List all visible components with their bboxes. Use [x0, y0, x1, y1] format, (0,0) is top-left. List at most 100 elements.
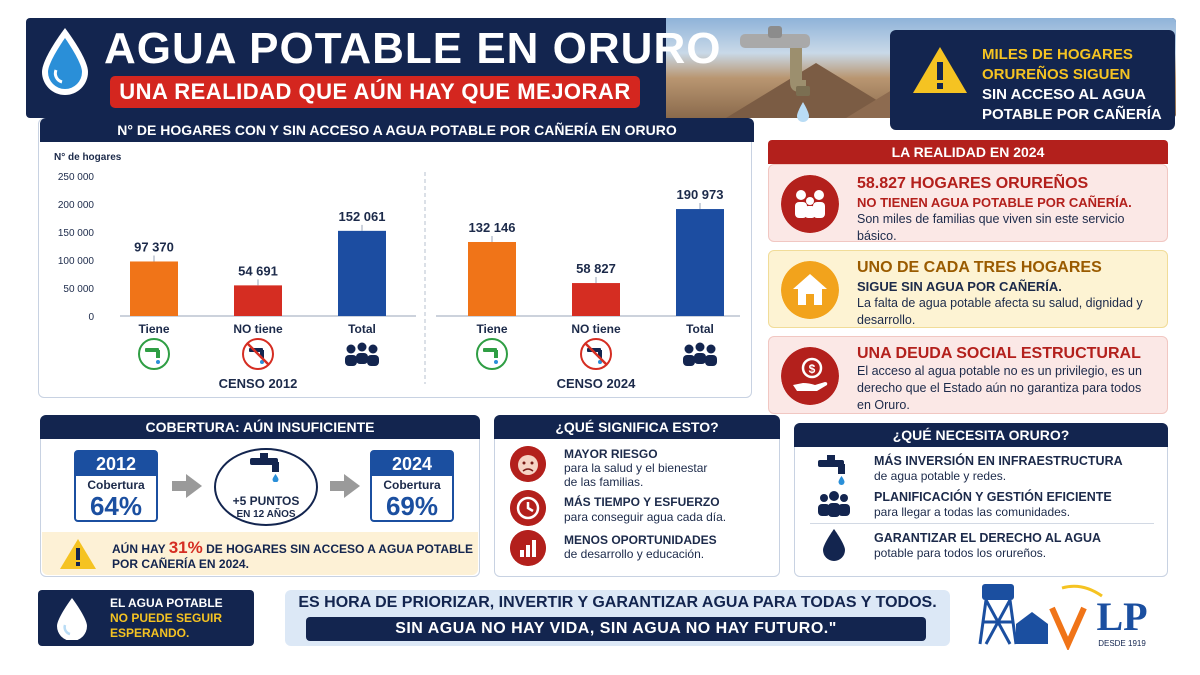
meaning-item-text: para la salud y el bienestar [564, 461, 708, 475]
faucet-check-icon [156, 360, 160, 364]
people-icon [684, 344, 694, 354]
card-title: UNO DE CADA TRES HOGARES [857, 259, 1102, 276]
faucet-check-icon [483, 348, 497, 352]
category-label: Total [348, 322, 376, 336]
y-tick-label: 50 000 [63, 284, 94, 295]
meaning-item-title: MAYOR RIESGO [564, 447, 658, 461]
warning-text-line2: POR CAÑERÍA EN 2024. [112, 557, 249, 571]
people-icon [356, 353, 368, 364]
alert-message: MILES DE HOGARES ORUREÑOS SIGUEN SIN ACC… [982, 45, 1182, 125]
water-drop-icon [42, 28, 88, 95]
data-label: 152 061 [339, 209, 386, 224]
coverage-value: 64% [89, 491, 143, 521]
meaning-item-text: de desarrollo y educación. [564, 547, 705, 561]
faucet-check-icon [476, 338, 508, 370]
year-label: 2012 [76, 452, 156, 476]
year-label: 2024 [372, 452, 452, 476]
alert-line: MILES DE HOGARES [982, 46, 1133, 63]
reality-card: 58.827 HOGARES ORUREÑOS NO TIENEN AGUA P… [768, 164, 1168, 243]
data-label: 54 691 [238, 263, 278, 278]
bar [572, 283, 620, 316]
needs-item-text: para llegar a todas las comunidades. [874, 505, 1071, 519]
data-label: 58 827 [576, 261, 616, 276]
svg-text:$: $ [809, 362, 816, 376]
coverage-header: COBERTURA: AÚN INSUFICIENTE [40, 415, 480, 439]
alert-line: ORUREÑOS SIGUEN [982, 66, 1131, 83]
footer-callout-line: NO PUEDE SEGUIR [110, 611, 223, 625]
meaning-item-title: MENOS OPORTUNIDADES [564, 533, 717, 547]
y-tick-label: 0 [88, 312, 94, 323]
coverage-2024-box: 2024 Cobertura 69% [370, 450, 454, 522]
water-drop-icon [57, 598, 87, 640]
alert-line: POTABLE POR CAÑERÍA [982, 106, 1162, 123]
category-label: NO tiene [571, 322, 621, 336]
warning-text: AÚN HAY 31% DE HOGARES SIN ACCESO A AGUA… [112, 538, 473, 558]
needs-item-title: MÁS INVERSIÓN EN INFRAESTRUCTURA [874, 454, 1123, 468]
y-axis-label: N° de hogares [54, 152, 122, 163]
y-tick-label: 200 000 [58, 200, 95, 211]
needs-item-title: PLANIFICACIÓN Y GESTIÓN EFICIENTE [874, 490, 1112, 504]
faucet-crossed-icon [260, 360, 264, 364]
people-icon [695, 342, 705, 352]
y-tick-label: 150 000 [58, 228, 95, 239]
change-period: EN 12 AÑOS [236, 509, 296, 520]
footer-callout-line: EL AGUA POTABLE [110, 596, 223, 610]
faucet-icon [740, 26, 810, 122]
money-hand-icon: $ [781, 347, 839, 405]
warning-icon [913, 47, 967, 93]
footer-main-message: ES HORA DE PRIORIZAR, INVERTIR Y GARANTI… [298, 594, 937, 611]
bar [234, 285, 282, 316]
bar [468, 241, 516, 316]
footer-callout-line: ESPERANDO. [110, 626, 190, 640]
y-tick-label: 250 000 [58, 172, 95, 183]
needs-header: ¿QUÉ NECESITA ORURO? [794, 423, 1168, 447]
card-title: 58.827 HOGARES ORUREÑOS [857, 175, 1089, 192]
reality-card: $ UNA DEUDA SOCIAL ESTRUCTURAL El acceso… [768, 336, 1168, 414]
people-icon [683, 355, 695, 366]
card-subtitle: NO TIENEN AGUA POTABLE POR CAÑERÍA. [857, 195, 1132, 210]
faucet-crossed-icon [260, 350, 264, 358]
data-label: 132 146 [469, 220, 516, 235]
water-drop-icon [823, 529, 845, 561]
page-subtitle: UNA REALIDAD QUE AÚN HAY QUE MEJORAR [110, 76, 640, 108]
page-title: AGUA POTABLE EN ORURO [104, 24, 722, 73]
coverage-value: 69% [385, 491, 439, 521]
card-text: El acceso al agua potable no es un privi… [857, 364, 1142, 412]
warning-suffix: DE HOGARES SIN ACCESO A AGUA POTABLE [206, 542, 473, 556]
warning-icon [60, 539, 96, 569]
faucet-crossed-icon [585, 343, 607, 365]
faucet-icon [250, 453, 279, 482]
publisher-logo-text: LP [1096, 594, 1147, 639]
publisher-logo: LP DESDE 1919 [978, 584, 1148, 650]
bar [130, 261, 178, 316]
bar-chart: N° de hogares 0 50 000 100 000 150 000 200 00… [54, 152, 740, 391]
bar [676, 209, 724, 316]
group-label: CENSO 2012 [219, 376, 298, 391]
faucet-crossed-icon [598, 360, 602, 364]
arrow-right-icon [186, 474, 202, 498]
people-icon [357, 342, 367, 352]
meaning-item-title: MÁS TIEMPO Y ESFUERZO [564, 495, 720, 509]
arrow-right-icon [172, 481, 186, 491]
house-icon [781, 261, 839, 319]
faucet-icon [818, 455, 845, 485]
reality-header: LA REALIDAD EN 2024 [768, 140, 1168, 164]
needs-panel [794, 423, 1168, 577]
change-points: +5 PUNTOS [232, 494, 300, 508]
faucet-crossed-icon [247, 343, 269, 365]
group-label: CENSO 2024 [557, 376, 637, 391]
people-icon [705, 355, 717, 366]
people-icon [706, 344, 716, 354]
meaning-item-text: de las familias. [564, 475, 644, 489]
card-text: La falta de agua potable afecta su salud… [857, 296, 1143, 327]
meaning-item-text: para conseguir agua cada día. [564, 510, 727, 524]
card-subtitle: SIGUE SIN AGUA POR CAÑERÍA. [857, 279, 1062, 294]
divider [810, 523, 1154, 524]
family-icon [781, 175, 839, 233]
category-label: NO tiene [233, 322, 283, 336]
coverage-warning [42, 532, 478, 575]
coverage-label: Cobertura [383, 478, 441, 492]
faucet-check-icon [138, 338, 170, 370]
bar-chart-icon [510, 530, 546, 566]
faucet-check-icon [156, 350, 160, 358]
